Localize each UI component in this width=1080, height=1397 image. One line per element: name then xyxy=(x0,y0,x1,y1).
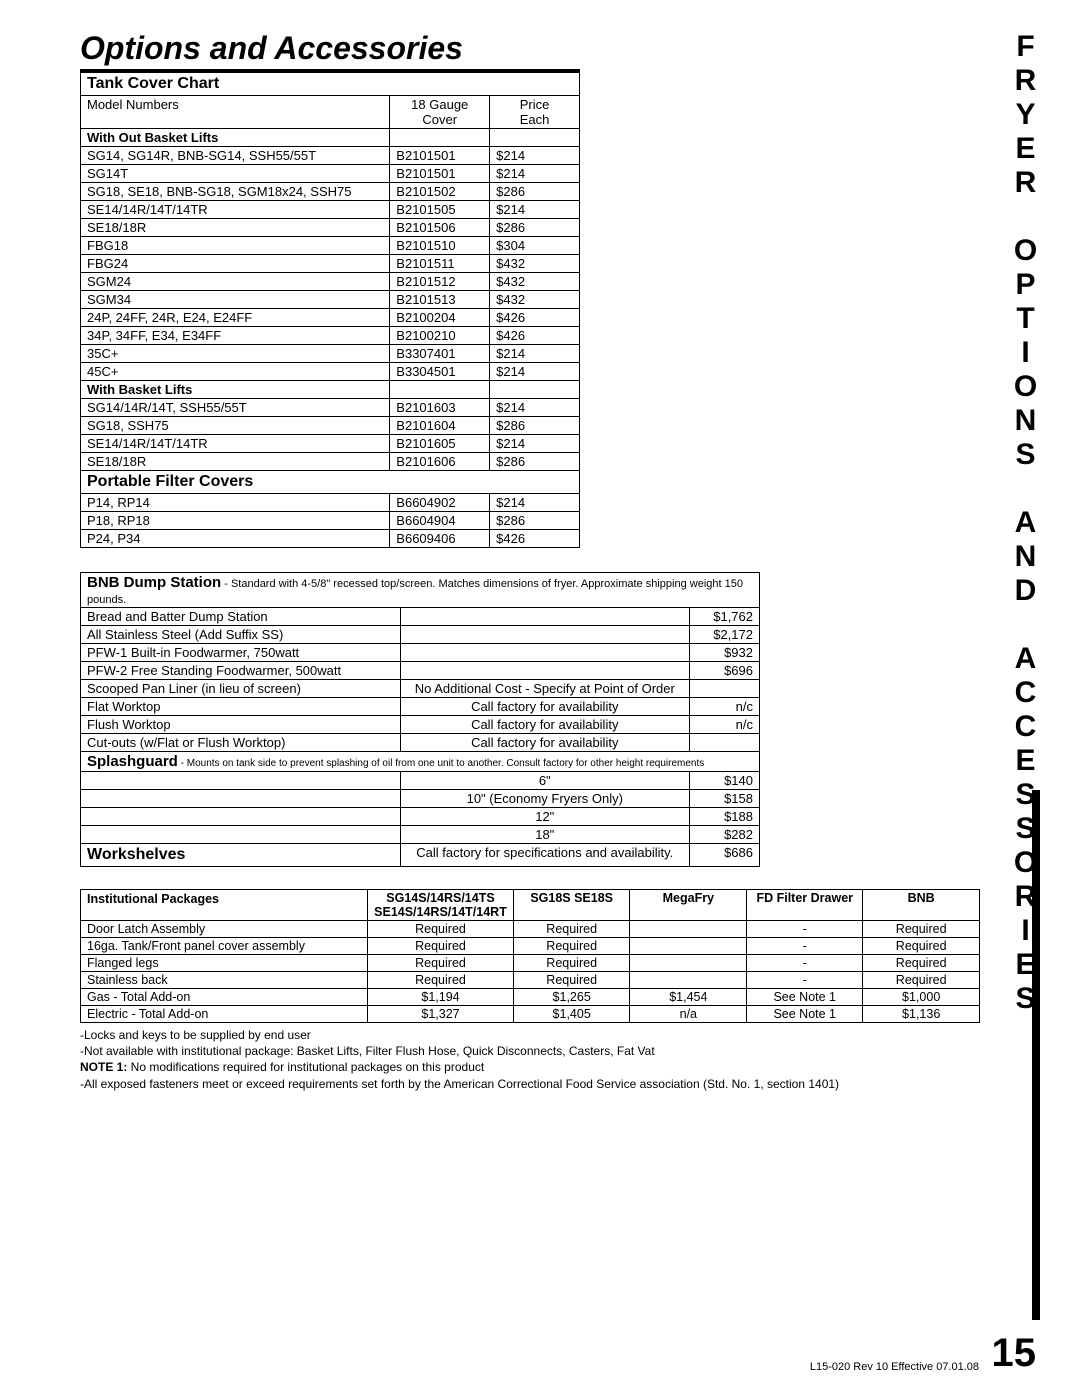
table-row: Electric - Total Add-on$1,327$1,405n/aSe… xyxy=(81,1006,980,1023)
table-row: Scooped Pan Liner (in lieu of screen)No … xyxy=(81,680,760,698)
table-row: PFW-1 Built-in Foodwarmer, 750watt$932 xyxy=(81,644,760,662)
table-row: Gas - Total Add-on$1,194$1,265$1,454See … xyxy=(81,989,980,1006)
table-row: SE18/18RB2101506$286 xyxy=(81,219,580,237)
table-row: Cut-outs (w/Flat or Flush Worktop)Call f… xyxy=(81,734,760,752)
note-line: -Not available with institutional packag… xyxy=(80,1043,1000,1059)
table-row: SE18/18RB2101606$286 xyxy=(81,453,580,471)
col-model: Model Numbers xyxy=(81,96,390,129)
note-line: -Locks and keys to be supplied by end us… xyxy=(80,1027,1000,1043)
table-row: P14, RP14B6604902$214 xyxy=(81,494,580,512)
table-row: SGM34B2101513$432 xyxy=(81,291,580,309)
bnb-header: BNB Dump Station - Standard with 4-5/8" … xyxy=(81,573,760,608)
table-row: SG18, SE18, BNB-SG18, SGM18x24, SSH75B21… xyxy=(81,183,580,201)
table-row: Door Latch AssemblyRequiredRequired-Requ… xyxy=(81,921,980,938)
table-row: P24, P34B6609406$426 xyxy=(81,530,580,548)
note-line: NOTE 1: No modifications required for in… xyxy=(80,1059,1000,1075)
table-row: 35C+B3307401$214 xyxy=(81,345,580,363)
table-row: PFW-2 Free Standing Foodwarmer, 500watt$… xyxy=(81,662,760,680)
table-row: FBG24B2101511$432 xyxy=(81,255,580,273)
inst-h4: FD Filter Drawer xyxy=(747,890,863,921)
table-row: 12"$188 xyxy=(81,808,760,826)
inst-notes: -Locks and keys to be supplied by end us… xyxy=(80,1027,1000,1092)
table-row: SE14/14R/14T/14TRB2101605$214 xyxy=(81,435,580,453)
table-row: SG14/14R/14T, SSH55/55TB2101603$214 xyxy=(81,399,580,417)
inst-h3: MegaFry xyxy=(630,890,747,921)
table-row: Bread and Batter Dump Station$1,762 xyxy=(81,608,760,626)
table-row: Flat WorktopCall factory for availabilit… xyxy=(81,698,760,716)
page-number: 15 xyxy=(992,1333,1037,1373)
tank-cover-table: Tank Cover Chart Model Numbers 18 GaugeC… xyxy=(80,72,580,548)
table-row: 18"$282 xyxy=(81,826,760,844)
bnb-table: BNB Dump Station - Standard with 4-5/8" … xyxy=(80,572,760,867)
side-bar-rule xyxy=(1032,790,1040,1320)
table-row: 34P, 34FF, E34, E34FFB2100210$426 xyxy=(81,327,580,345)
table-row: FBG18B2101510$304 xyxy=(81,237,580,255)
table-row: 10" (Economy Fryers Only)$158 xyxy=(81,790,760,808)
table-row: 45C+B3304501$214 xyxy=(81,363,580,381)
table-row: 24P, 24FF, 24R, E24, E24FFB2100204$426 xyxy=(81,309,580,327)
note-line: -All exposed fasteners meet or exceed re… xyxy=(80,1076,1000,1092)
inst-h2: SG18S SE18S xyxy=(513,890,630,921)
table-row: SG18, SSH75B2101604$286 xyxy=(81,417,580,435)
page-title: Options and Accessories xyxy=(80,30,580,72)
splashguard-header: Splashguard - Mounts on tank side to pre… xyxy=(81,752,760,772)
table-row: SGM24B2101512$432 xyxy=(81,273,580,291)
revision-text: L15-020 Rev 10 Effective 07.01.08 xyxy=(810,1361,979,1373)
group-without-lifts: With Out Basket Lifts xyxy=(81,129,390,147)
page-content: Options and Accessories Tank Cover Chart… xyxy=(80,30,1000,1092)
col-price: PriceEach xyxy=(490,96,580,129)
table-row: 6"$140 xyxy=(81,772,760,790)
table-row: P18, RP18B6604904$286 xyxy=(81,512,580,530)
table-row: All Stainless Steel (Add Suffix SS)$2,17… xyxy=(81,626,760,644)
table-row: SG14TB2101501$214 xyxy=(81,165,580,183)
inst-h1: SG14S/14RS/14TS SE14S/14RS/14T/14RT xyxy=(368,890,514,921)
workshelves-label: Workshelves xyxy=(81,844,401,867)
tank-cover-title: Tank Cover Chart xyxy=(81,73,580,96)
workshelves-price: $686 xyxy=(690,844,760,867)
institutional-table: Institutional Packages SG14S/14RS/14TS S… xyxy=(80,889,980,1023)
table-row: Stainless backRequiredRequired-Required xyxy=(81,972,980,989)
table-row: SE14/14R/14T/14TRB2101505$214 xyxy=(81,201,580,219)
table-row: Flush WorktopCall factory for availabili… xyxy=(81,716,760,734)
group-with-lifts: With Basket Lifts xyxy=(81,381,390,399)
inst-h5: BNB xyxy=(863,890,980,921)
workshelves-note: Call factory for specifications and avai… xyxy=(400,844,690,867)
table-row: 16ga. Tank/Front panel cover assemblyReq… xyxy=(81,938,980,955)
page-footer: L15-020 Rev 10 Effective 07.01.08 15 xyxy=(810,1333,1036,1373)
portable-filter-title: Portable Filter Covers xyxy=(81,471,580,494)
table-row: Flanged legsRequiredRequired-Required xyxy=(81,955,980,972)
inst-title: Institutional Packages xyxy=(81,890,368,921)
col-gauge: 18 GaugeCover xyxy=(390,96,490,129)
table-row: SG14, SG14R, BNB-SG14, SSH55/55TB2101501… xyxy=(81,147,580,165)
